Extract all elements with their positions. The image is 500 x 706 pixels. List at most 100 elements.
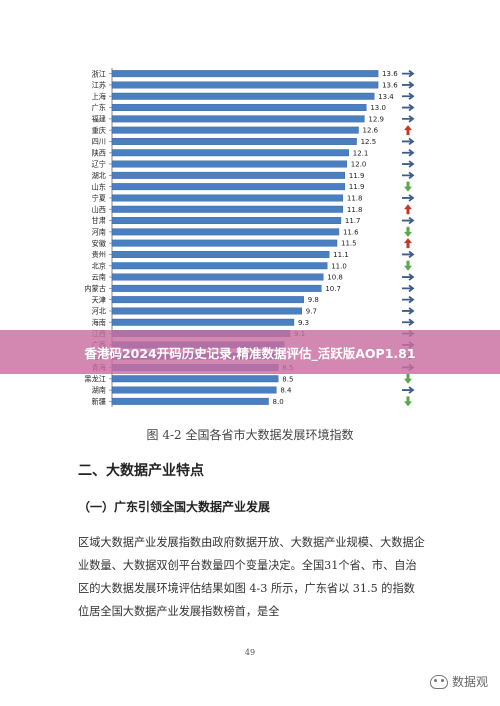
category-label: 宁夏	[92, 194, 106, 203]
trend-right-arrow-icon	[402, 92, 415, 100]
watermark-text: 数据观	[451, 675, 488, 689]
bar	[111, 386, 277, 394]
category-label: 海南	[92, 318, 106, 327]
category-label: 新疆	[92, 397, 106, 406]
bar	[111, 262, 328, 270]
value-label: 9.3	[298, 319, 309, 327]
value-label: 11.8	[347, 206, 363, 214]
category-label: 黑龙江	[84, 374, 106, 383]
value-label: 10.8	[327, 274, 343, 282]
trend-down-arrow-icon	[404, 396, 412, 407]
trend-up-arrow-icon	[404, 238, 412, 249]
value-label: 13.6	[382, 81, 398, 89]
bar	[111, 307, 302, 315]
value-label: 9.8	[308, 296, 319, 304]
section-subheading: （一）广东引领全国大数据产业发展	[78, 500, 271, 514]
section-heading: 二、大数据产业特点	[78, 463, 204, 479]
trend-right-arrow-icon	[402, 69, 415, 78]
value-label: 8.0	[273, 398, 284, 406]
value-label: 13.6	[382, 70, 398, 78]
category-label: 辽宁	[92, 160, 106, 169]
body-paragraph: 区域大数据产业发展指数由政府数据开放、大数据产业规模、大数据企业数量、大数据双创…	[78, 536, 425, 618]
value-label: 13.0	[370, 104, 386, 112]
trend-right-arrow-icon	[402, 295, 415, 304]
category-label: 河北	[92, 307, 106, 316]
value-label: 13.4	[378, 93, 394, 101]
trend-down-arrow-icon	[404, 260, 412, 271]
trend-right-arrow-icon	[402, 137, 415, 146]
trend-right-arrow-icon	[402, 81, 415, 89]
category-label: 江苏	[92, 81, 106, 90]
wechat-icon	[429, 674, 448, 689]
category-label: 陕西	[92, 148, 106, 157]
category-label: 贵州	[92, 250, 106, 259]
category-label: 山东	[92, 182, 106, 191]
bar	[111, 171, 346, 179]
trend-right-arrow-icon	[402, 273, 415, 281]
trend-right-arrow-icon	[402, 194, 415, 202]
trend-right-arrow-icon	[402, 103, 415, 112]
watermark: 数据观	[429, 673, 488, 690]
bar	[111, 273, 324, 281]
value-label: 8.5	[282, 375, 293, 383]
category-label: 重庆	[92, 126, 106, 135]
bar	[111, 239, 338, 247]
value-label: 12.0	[351, 161, 367, 169]
bar	[111, 137, 357, 145]
trend-right-arrow-icon	[402, 318, 415, 326]
bar	[111, 70, 379, 78]
category-label: 广东	[92, 103, 106, 112]
value-label: 11.9	[349, 172, 365, 180]
value-label: 12.9	[368, 115, 384, 123]
bar	[111, 194, 344, 202]
trend-right-arrow-icon	[402, 307, 415, 315]
bar	[111, 183, 346, 191]
category-label: 天津	[92, 295, 106, 304]
bar	[111, 149, 349, 157]
trend-right-arrow-icon	[402, 115, 415, 123]
value-label: 11.5	[341, 240, 357, 248]
value-label: 11.1	[333, 251, 349, 259]
trend-right-arrow-icon	[402, 216, 415, 225]
category-label: 湖北	[92, 171, 106, 180]
trend-down-arrow-icon	[404, 181, 412, 192]
trend-right-arrow-icon	[402, 386, 415, 394]
value-label: 11.7	[345, 217, 361, 225]
bar	[111, 250, 330, 258]
category-label: 福建	[92, 114, 106, 123]
bar	[111, 284, 322, 292]
bar	[111, 318, 295, 326]
value-label: 9.7	[306, 307, 317, 315]
bar	[111, 296, 304, 304]
value-label: 11.6	[343, 228, 359, 236]
value-label: 8.4	[280, 387, 292, 395]
category-label: 四川	[92, 137, 106, 146]
value-label: 11.0	[331, 262, 347, 270]
bar	[111, 397, 269, 405]
value-label: 11.9	[349, 183, 365, 191]
bar	[111, 126, 359, 134]
value-label: 12.5	[361, 138, 377, 146]
bar	[111, 160, 347, 168]
value-label: 11.8	[347, 194, 363, 202]
category-label: 甘肃	[92, 216, 106, 225]
trend-down-arrow-icon	[404, 373, 412, 384]
category-label: 云南	[92, 273, 106, 282]
trend-down-arrow-icon	[404, 226, 412, 237]
category-label: 上海	[92, 92, 106, 101]
category-label: 浙江	[92, 69, 106, 78]
trend-right-arrow-icon	[402, 149, 415, 157]
banner-text: 香港码2024开码历史记录,精准数据评估_活跃版AOP1.81	[84, 345, 416, 361]
bar	[111, 81, 379, 89]
category-label: 山西	[92, 205, 106, 214]
trend-right-arrow-icon	[402, 250, 415, 259]
category-label: 北京	[92, 261, 106, 270]
page-number: 49	[244, 648, 256, 657]
bar	[111, 205, 344, 213]
overlay-banner[interactable]: 香港码2024开码历史记录,精准数据评估_活跃版AOP1.81	[0, 330, 500, 374]
trend-right-arrow-icon	[402, 171, 415, 180]
value-label: 10.7	[325, 285, 341, 293]
bar	[111, 228, 340, 236]
bar	[111, 217, 342, 225]
value-label: 12.6	[363, 127, 379, 135]
